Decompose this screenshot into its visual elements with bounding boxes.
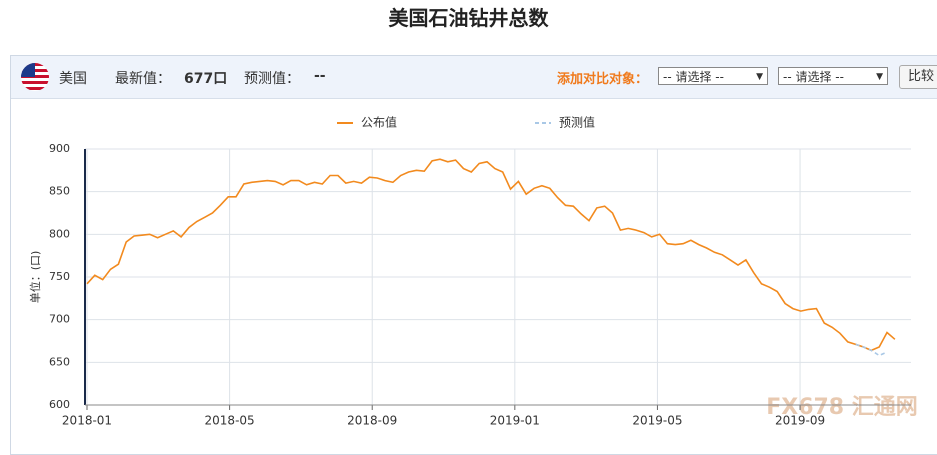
y-tick-label: 850 (49, 185, 70, 198)
compare-button[interactable]: 比较 (899, 65, 937, 89)
x-tick-label: 2018-09 (347, 414, 397, 428)
y-tick-label: 750 (49, 270, 70, 283)
latest-label: 最新值： (115, 71, 171, 87)
y-tick-label: 650 (49, 355, 70, 368)
x-tick-label: 2019-01 (490, 414, 540, 428)
x-tick-label: 2019-05 (632, 414, 682, 428)
page: 美国石油钻井总数 美国 最新值： 677口 预测值： -- 添加对比对象： --… (10, 6, 937, 455)
y-tick-label: 900 (49, 142, 70, 155)
select[interactable]: -- 请选择 -- ▼ (658, 67, 768, 85)
panel-header: 美国 最新值： 677口 预测值： -- 添加对比对象： -- 请选择 -- ▼ … (11, 56, 937, 99)
select[interactable]: -- 请选择 -- ▼ (778, 67, 888, 85)
x-tick-label: 2019-09 (775, 414, 825, 428)
data-line (86, 158, 896, 352)
select-text: -- 请选择 -- (663, 70, 724, 84)
chart-title: 美国石油钻井总数 (388, 6, 549, 30)
legend-label: 预测值 (559, 115, 595, 130)
y-tick-label: 800 (49, 227, 70, 240)
legend-label: 公布值 (361, 115, 397, 130)
y-tick-label: 600 (49, 398, 70, 411)
forecast-label: 预测值： (244, 71, 300, 87)
x-tick-label: 2018-05 (205, 414, 255, 428)
forecast-value: -- (314, 68, 326, 84)
x-tick-label: 2018-01 (62, 414, 112, 428)
flag (21, 63, 49, 91)
panel: 美国 最新值： 677口 预测值： -- 添加对比对象： -- 请选择 -- ▼ … (10, 55, 937, 455)
country: 美国 (59, 71, 87, 87)
chart: 单位：(口) FX678 汇通网 600 650 700 750 800 850 900 20… (28, 115, 918, 428)
watermark: FX678 汇通网 (766, 395, 918, 420)
select-text: -- 请选择 -- (783, 70, 844, 84)
y-axis-label: 单位：(口) (28, 251, 42, 304)
y-tick-label: 700 (49, 313, 70, 326)
compare-label: 添加对比对象： (557, 72, 649, 87)
data-line (855, 343, 888, 357)
latest-value: 677口 (184, 71, 228, 87)
